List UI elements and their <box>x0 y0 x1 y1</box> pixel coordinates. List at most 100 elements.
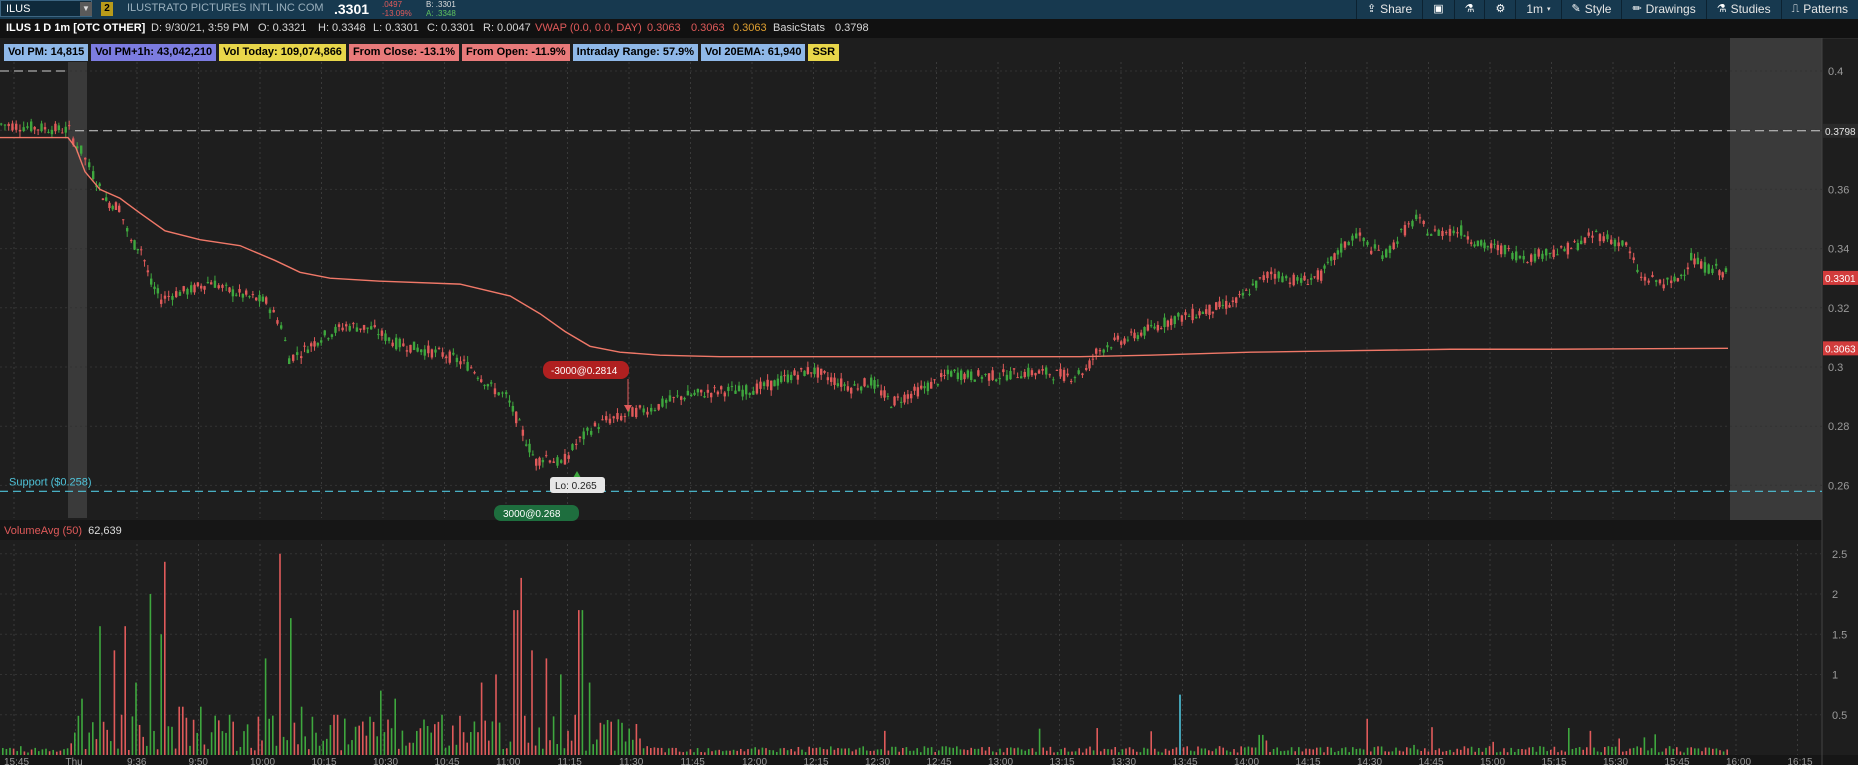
volume-bar <box>1229 751 1232 755</box>
candle-body <box>280 325 283 329</box>
candle-body <box>850 387 853 394</box>
volume-bar <box>956 746 958 755</box>
candle-body <box>790 374 793 381</box>
candle-body <box>1211 311 1215 314</box>
volume-bar <box>938 750 940 755</box>
drawings-button[interactable]: ✏ Drawings <box>1621 0 1705 19</box>
candle-body <box>1563 248 1566 252</box>
candle-body <box>1070 381 1073 383</box>
settings-button[interactable]: ⚙ <box>1484 0 1515 19</box>
link-group-badge[interactable]: 2 <box>101 2 113 16</box>
candle-body <box>186 288 189 295</box>
volume-bar <box>866 750 868 755</box>
volume-bar <box>783 747 785 755</box>
volume-bar <box>423 719 425 755</box>
volume-bar <box>1110 749 1113 755</box>
volume-bar <box>1316 747 1318 755</box>
volume-bar <box>585 750 587 755</box>
volume-bar <box>1182 747 1185 755</box>
volume-bar <box>653 747 656 755</box>
candle-body <box>1610 239 1613 244</box>
candle-body <box>441 352 444 357</box>
volume-bar <box>34 747 36 755</box>
candle-body <box>1625 242 1628 246</box>
candle-body <box>7 123 10 127</box>
volume-bar <box>1078 748 1080 755</box>
candle-body <box>1724 268 1728 273</box>
volume-bar <box>1103 748 1106 755</box>
volume-bar <box>1474 751 1476 755</box>
bid-value: B: .3301 <box>426 0 456 9</box>
volume-bar <box>498 722 501 755</box>
basic-stats-value: 0.3798 <box>835 22 869 34</box>
candle-body <box>984 373 987 375</box>
volume-bar <box>588 682 591 755</box>
candle-body <box>833 377 836 385</box>
volume-bar <box>1665 748 1667 755</box>
interval-button[interactable]: 1m ▾ <box>1515 0 1560 19</box>
candle-body <box>734 390 737 394</box>
candle-body <box>1273 274 1277 279</box>
volume-bar <box>790 748 792 755</box>
volume-bar <box>1326 746 1329 755</box>
volume-bar <box>599 722 602 755</box>
candle-body <box>1326 261 1330 263</box>
volume-bar <box>282 736 285 755</box>
volume-bar <box>1694 748 1696 755</box>
volume-bar <box>628 728 630 755</box>
volume-bar <box>1222 747 1224 755</box>
candle-body <box>505 392 508 395</box>
candle-body <box>405 350 409 352</box>
volume-bar <box>1625 751 1628 755</box>
volume-bar <box>801 749 803 755</box>
volume-bar <box>1546 751 1548 755</box>
snapshot-button[interactable]: ▣ <box>1422 0 1453 19</box>
volume-bar <box>1676 747 1678 755</box>
buy-marker-text: 3000@0.268 <box>503 509 561 520</box>
candle-body <box>770 380 773 391</box>
volume-bar <box>1258 734 1260 755</box>
volume-bar <box>815 747 818 755</box>
vwap-label: VWAP (0.0, 0.0, DAY) <box>535 22 642 34</box>
candle-body <box>1515 251 1518 261</box>
volume-bar <box>1287 750 1289 755</box>
price-tick: 0.28 <box>1828 421 1849 433</box>
studies-button[interactable]: ⚗ Studies <box>1705 0 1781 19</box>
volume-bar <box>1028 749 1030 755</box>
candle-body <box>1655 280 1658 282</box>
candle-body <box>515 411 518 424</box>
symbol-dropdown-icon[interactable]: ▼ <box>80 2 92 16</box>
candle-body <box>1296 277 1299 281</box>
volume-bar <box>808 746 810 755</box>
candle-body <box>846 386 850 391</box>
volume-bar <box>311 716 314 755</box>
volume-bar <box>700 752 702 755</box>
candle-body <box>806 367 810 374</box>
volume-bar <box>642 748 645 755</box>
volume-bar <box>1402 751 1404 755</box>
sell-marker-text: -3000@0.2814 <box>551 366 618 377</box>
flask-button[interactable]: ⚗ <box>1453 0 1485 19</box>
volume-bar <box>1186 746 1188 755</box>
volume-bar <box>84 749 87 755</box>
style-button[interactable]: ✎ Style <box>1560 0 1622 19</box>
patterns-button[interactable]: ⎍ Patterns <box>1780 0 1858 19</box>
candle-body <box>251 294 255 296</box>
candle-body <box>150 278 153 285</box>
volume-bar <box>905 747 908 755</box>
symbol-input[interactable]: ILUS <box>0 0 92 17</box>
share-button[interactable]: ⇪ Share <box>1355 0 1422 19</box>
volume-bar <box>578 610 580 755</box>
bar-date: D: 9/30/21, 3:59 PM <box>151 22 249 34</box>
volume-bar <box>1240 746 1242 755</box>
volume-bar <box>1035 751 1037 755</box>
volume-bar <box>304 736 306 755</box>
price-tick: 0.34 <box>1828 244 1849 256</box>
style-label: Style <box>1584 2 1612 16</box>
candle-body <box>1085 368 1088 370</box>
time-tick: 11:15 <box>558 757 583 765</box>
volume-bar <box>9 747 11 755</box>
candle-body <box>238 289 241 293</box>
bar-close: C: 0.3301 <box>427 22 475 34</box>
